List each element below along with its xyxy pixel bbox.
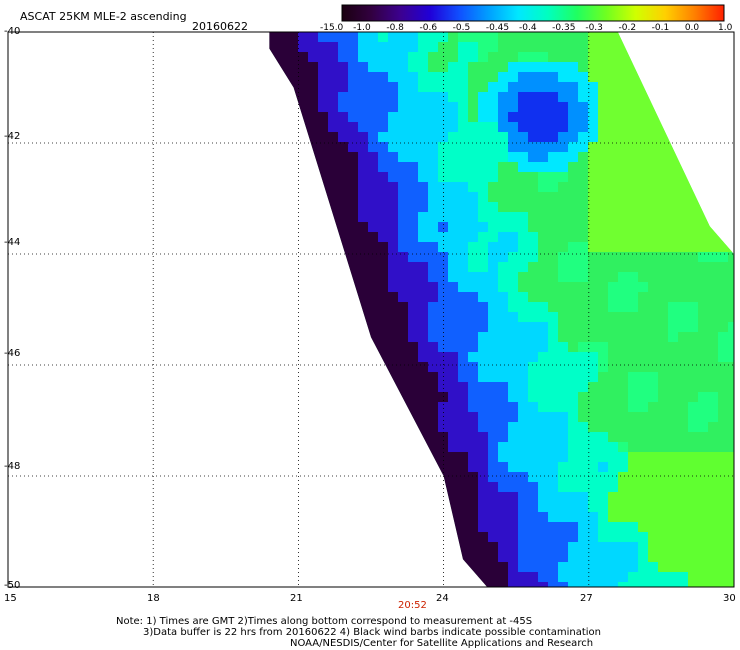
colorbar [341, 4, 725, 22]
colorbar-label: -0.35 [552, 23, 576, 33]
map-frame [7, 31, 735, 588]
x-tick-label: 24 [436, 593, 449, 604]
x-tick-label: 27 [580, 593, 593, 604]
y-tick-label: -48 [4, 461, 21, 472]
colorbar-label: -0.6 [419, 23, 438, 33]
colorbar-label: -0.3 [585, 23, 603, 33]
colorbar-label: -0.2 [618, 23, 637, 33]
pass-time-label: 20:52 [398, 600, 427, 611]
colorbar-label: -0.5 [452, 23, 471, 33]
note-line-2: 3)Data buffer is 22 hrs from 20160622 4)… [143, 627, 601, 638]
colorbar-label: 1.0 [718, 23, 733, 33]
colorbar-label: -0.8 [386, 23, 404, 33]
note-line-3: NOAA/NESDIS/Center for Satellite Applica… [290, 638, 594, 649]
x-tick-label: 21 [290, 593, 303, 604]
colorbar-label: 0.0 [684, 23, 700, 33]
colorbar-gradient [341, 4, 725, 22]
colorbar-label: -0.1 [651, 23, 670, 33]
colorbar-label: -0.45 [485, 23, 510, 33]
y-tick-label: -50 [4, 580, 21, 591]
product-title: ASCAT 25KM MLE-2 ascending [20, 10, 187, 23]
wind-swath [269, 32, 734, 587]
x-tick-label: 30 [723, 593, 736, 604]
x-tick-label: 15 [4, 593, 17, 604]
x-tick-label: 18 [147, 593, 160, 604]
y-tick-label: -44 [4, 237, 21, 248]
wind-map [7, 31, 735, 588]
y-tick-label: -40 [4, 26, 21, 37]
colorbar-label: -15.0 [320, 23, 344, 33]
y-tick-label: -42 [4, 131, 21, 142]
y-tick-label: -46 [4, 348, 21, 359]
colorbar-label: -1.0 [353, 23, 371, 33]
product-date: 20160622 [192, 20, 248, 33]
colorbar-label: -0.4 [519, 23, 537, 33]
note-line-1: Note: 1) Times are GMT 2)Times along bot… [116, 616, 533, 627]
